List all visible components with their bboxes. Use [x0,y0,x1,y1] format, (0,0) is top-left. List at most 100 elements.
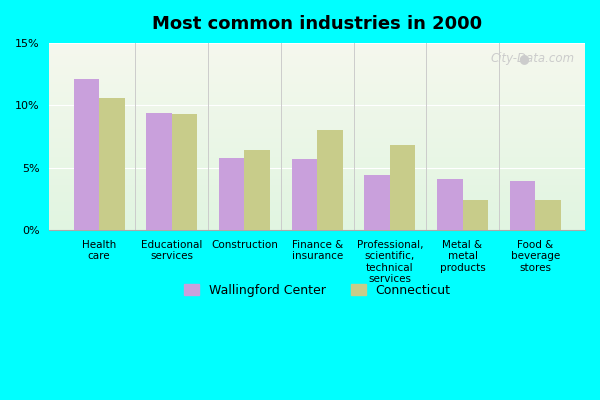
Bar [49,122,585,123]
Bar [49,106,585,108]
Bar [510,181,535,230]
Bar [49,208,585,209]
Bar [49,146,585,148]
Bar [437,179,463,230]
Bar [49,43,585,45]
Bar [49,50,585,52]
Bar [49,166,585,168]
Bar [49,164,585,166]
Bar [49,224,585,226]
Bar [49,45,585,47]
Bar [49,178,585,179]
Bar [49,133,585,134]
Bar [49,129,585,131]
Bar [49,140,585,142]
Bar [292,159,317,230]
Bar [49,183,585,185]
Bar [463,200,488,230]
Bar [49,62,585,64]
Bar [49,187,585,189]
Bar [49,52,585,54]
Bar [49,172,585,174]
Bar [49,155,585,157]
Bar [49,73,585,75]
Bar [49,192,585,194]
Bar [49,189,585,191]
Bar [49,75,585,76]
Title: Most common industries in 2000: Most common industries in 2000 [152,15,482,33]
Bar [49,48,585,50]
Bar [49,151,585,153]
Bar [49,71,585,73]
Bar [49,142,585,144]
Bar [49,196,585,198]
Bar [49,153,585,155]
Bar [49,56,585,58]
Bar [49,159,585,161]
Text: ●: ● [518,52,529,65]
Bar [49,202,585,204]
Bar [49,65,585,67]
Bar [49,200,585,202]
Bar [49,88,585,90]
Bar [49,58,585,60]
Bar [49,144,585,146]
Bar [49,176,585,178]
Bar [49,206,585,208]
Bar [49,64,585,65]
Bar [49,99,585,101]
Bar [49,103,585,104]
Bar [49,97,585,99]
Bar [244,150,270,230]
Bar [49,157,585,159]
Bar [49,95,585,97]
Bar [49,220,585,222]
Bar [49,110,585,112]
Bar [49,120,585,122]
Bar [49,181,585,183]
Bar [74,79,99,230]
Bar [49,204,585,206]
Bar [49,47,585,48]
Bar [49,162,585,164]
Bar [49,198,585,200]
Bar [49,185,585,187]
Bar [49,136,585,138]
Bar [49,86,585,88]
Legend: Wallingford Center, Connecticut: Wallingford Center, Connecticut [179,279,455,302]
Text: City-Data.com: City-Data.com [490,52,574,65]
Bar [99,98,125,230]
Bar [49,84,585,86]
Bar [49,179,585,181]
Bar [49,150,585,151]
Bar [49,101,585,103]
Bar [49,82,585,84]
Bar [49,112,585,114]
Bar [49,123,585,125]
Bar [49,228,585,230]
Bar [49,104,585,106]
Bar [49,54,585,56]
Bar [49,92,585,93]
Bar [172,114,197,230]
Bar [219,158,244,230]
Bar [49,138,585,140]
Bar [49,80,585,82]
Bar [49,118,585,120]
Bar [49,161,585,162]
Bar [49,108,585,110]
Bar [49,78,585,80]
Bar [49,226,585,228]
Bar [364,175,390,230]
Bar [49,209,585,211]
Bar [49,191,585,192]
Bar [49,134,585,136]
Bar [49,213,585,215]
Bar [49,174,585,176]
Bar [49,76,585,78]
Bar [317,130,343,230]
Bar [49,211,585,213]
Bar [49,67,585,69]
Bar [49,69,585,71]
Bar [49,168,585,170]
